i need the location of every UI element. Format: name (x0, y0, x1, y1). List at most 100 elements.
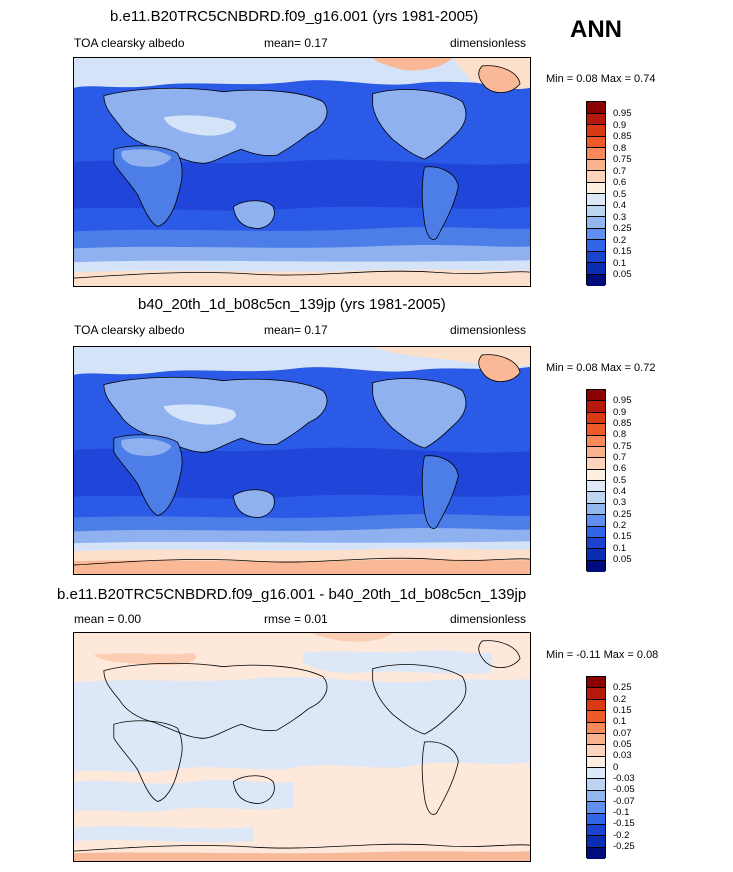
colorbar-swatch (587, 813, 605, 825)
colorbar-swatch (587, 148, 605, 160)
colorbar-swatch (587, 182, 605, 194)
colorbar-swatch (587, 125, 605, 137)
panel-1-colorbar-tick: 0.25 (613, 223, 632, 234)
panel-2-colorbar-tick: 0.1 (613, 543, 627, 554)
colorbar-swatch (587, 768, 605, 780)
colorbar-swatch (587, 711, 605, 723)
panel-2-title: b40_20th_1d_b08c5cn_139jp (yrs 1981-2005… (138, 296, 446, 313)
panel-1-colorbar-tick: 0.6 (613, 177, 627, 188)
panel-3-colorbar-tick: -0.15 (613, 818, 635, 829)
panel-2-colorbar-tick: 0.5 (613, 475, 627, 486)
season-label: ANN (570, 16, 622, 43)
panel-3-colorbar-tick: 0.07 (613, 728, 632, 739)
colorbar-swatch (587, 435, 605, 447)
panel-3-colorbar-tick: 0.1 (613, 716, 627, 727)
panel-1-units-label: dimensionless (450, 36, 527, 50)
colorbar-swatch (587, 733, 605, 746)
colorbar-swatch (587, 205, 605, 217)
panel-3-colorbar-tick: 0.05 (613, 739, 632, 750)
panel-3-colorbar-tick: -0.03 (613, 773, 635, 784)
panel-1-minmax: Min = 0.08 Max = 0.74 (546, 73, 656, 85)
panel-3-title: b.e11.B20TRC5CNBDRD.f09_g16.001 - b40_20… (57, 586, 527, 603)
panel-3-map (73, 632, 531, 862)
panel-2-colorbar-tick: 0.8 (613, 429, 627, 440)
colorbar-swatch (587, 549, 605, 561)
colorbar-swatch (587, 847, 605, 859)
colorbar-swatch (587, 424, 605, 436)
panel-2-colorbar-tick: 0.95 (613, 395, 632, 406)
colorbar-swatch (587, 217, 605, 229)
colorbar-swatch (587, 756, 605, 768)
colorbar-swatch (587, 537, 605, 550)
colorbar-swatch (587, 194, 605, 206)
panel-2-variable-label: TOA clearsky albedo (74, 323, 185, 337)
panel-2-colorbar-tick: 0.9 (613, 407, 627, 418)
panel-2-colorbar-tick: 0.25 (613, 509, 632, 520)
panel-2-units-label: dimensionless (450, 323, 527, 337)
panel-2-mean-label: mean= 0.17 (264, 323, 328, 337)
panel-2-colorbar (586, 389, 606, 572)
panel-3-rmse-label: rmse = 0.01 (264, 612, 328, 626)
panel-2-colorbar-tick: 0.15 (613, 531, 632, 542)
panel-2-colorbar-tick: 0.7 (613, 452, 627, 463)
colorbar-swatch (587, 836, 605, 848)
colorbar-swatch (587, 458, 605, 470)
panel-2-colorbar-tick: 0.6 (613, 463, 627, 474)
colorbar-swatch (587, 745, 605, 757)
colorbar-swatch (587, 469, 605, 481)
colorbar-swatch (587, 274, 605, 286)
colorbar-swatch (587, 560, 605, 572)
colorbar-swatch (587, 412, 605, 425)
colorbar-swatch (587, 390, 605, 402)
panel-2-colorbar-tick: 0.75 (613, 441, 632, 452)
panel-3-units-label: dimensionless (450, 612, 527, 626)
panel-3-colorbar-tick: 0.15 (613, 705, 632, 716)
panel-1-variable-label: TOA clearsky albedo (74, 36, 185, 50)
panel-2-map (73, 346, 531, 575)
panel-1-colorbar-tick: 0.4 (613, 200, 627, 211)
panel-2-colorbar-tick: 0.4 (613, 486, 627, 497)
colorbar-swatch (587, 790, 605, 803)
colorbar-swatch (587, 722, 605, 734)
colorbar-swatch (587, 824, 605, 837)
colorbar-swatch (587, 401, 605, 413)
panel-1-colorbar-tick: 0.85 (613, 131, 632, 142)
panel-1-map-graphic (74, 58, 530, 286)
panel-1-colorbar-tick: 0.75 (613, 154, 632, 165)
panel-1-colorbar-tick: 0.05 (613, 269, 632, 280)
panel-3-minmax: Min = -0.11 Max = 0.08 (546, 649, 659, 661)
panel-3-colorbar-tick: -0.1 (613, 807, 630, 818)
panel-1-map (73, 57, 531, 287)
panel-1-title: b.e11.B20TRC5CNBDRD.f09_g16.001 (yrs 198… (110, 8, 479, 25)
panel-1-colorbar-tick: 0.9 (613, 120, 627, 131)
colorbar-swatch (587, 113, 605, 125)
panel-2-colorbar-tick: 0.85 (613, 418, 632, 429)
colorbar-swatch (587, 159, 605, 171)
colorbar-swatch (587, 802, 605, 814)
panel-2-map-graphic (74, 347, 530, 574)
panel-1-colorbar-tick: 0.2 (613, 235, 627, 246)
panel-2-minmax: Min = 0.08 Max = 0.72 (546, 362, 656, 374)
panel-1-colorbar-tick: 0.5 (613, 189, 627, 200)
colorbar-swatch (587, 171, 605, 183)
colorbar-swatch (587, 515, 605, 527)
colorbar-swatch (587, 677, 605, 689)
colorbar-swatch (587, 251, 605, 263)
panel-3-mean-label: mean = 0.00 (74, 612, 142, 626)
panel-1-colorbar-tick: 0.8 (613, 143, 627, 154)
panel-1-colorbar-tick: 0.3 (613, 212, 627, 223)
panel-3-map-graphic (74, 633, 530, 861)
colorbar-swatch (587, 503, 605, 516)
colorbar-swatch (587, 228, 605, 240)
panel-3-colorbar-tick: 0.2 (613, 694, 627, 705)
panel-1-colorbar (586, 101, 606, 286)
panel-3-colorbar-tick: 0.25 (613, 682, 632, 693)
colorbar-swatch (587, 779, 605, 791)
panel-2-colorbar-tick: 0.05 (613, 554, 632, 565)
colorbar-swatch (587, 688, 605, 700)
panel-3-colorbar-tick: -0.05 (613, 784, 635, 795)
panel-3-colorbar-tick: -0.2 (613, 830, 630, 841)
panel-3-colorbar-tick: 0.03 (613, 750, 632, 761)
colorbar-swatch (587, 263, 605, 275)
panel-1-colorbar-tick: 0.95 (613, 108, 632, 119)
